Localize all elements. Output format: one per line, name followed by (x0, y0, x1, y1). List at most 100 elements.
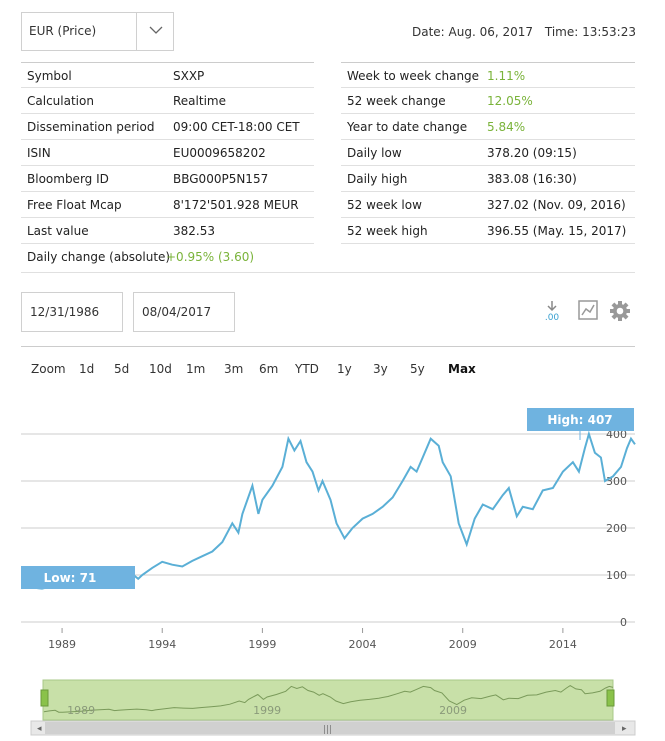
navigator-tick-label: 1999 (253, 704, 281, 717)
row-value: 1.11% (487, 69, 526, 83)
row-key: Free Float Mcap (27, 198, 122, 212)
row-key: Daily high (347, 172, 408, 186)
zoom-label: Zoom (31, 362, 66, 376)
table-row: 52 week low 327.02 (Nov. 09, 2016) (341, 192, 635, 218)
row-value: BBG000P5N157 (173, 172, 269, 186)
zoom-bar: Zoom 1d 5d 10d 1m 3m 6m YTD 1y 3y 5y Max (31, 362, 476, 376)
y-tick-label: 200 (606, 522, 627, 535)
row-value: Realtime (173, 94, 226, 108)
zoom-option-5d[interactable]: 5d (114, 362, 129, 376)
scrollbar-thumb[interactable] (45, 722, 615, 734)
table-row: Dissemination period 09:00 CET-18:00 CET (21, 114, 314, 140)
row-value: +0.95% (3.60) (166, 250, 255, 264)
scroll-grip-icon: ||| (323, 725, 332, 735)
zoom-option-ytd[interactable]: YTD (294, 362, 319, 376)
currency-select[interactable]: EUR (Price) (21, 12, 174, 51)
scroll-right-icon[interactable]: ▸ (622, 724, 627, 734)
zoom-option-max[interactable]: Max (448, 362, 476, 376)
zoom-option-3y[interactable]: 3y (373, 362, 388, 376)
navigator-tick-label: 2009 (439, 704, 467, 717)
divider (21, 272, 635, 273)
y-tick-label: 0 (620, 616, 627, 629)
high-flag: High: 407 (527, 408, 634, 440)
zoom-option-1y[interactable]: 1y (337, 362, 352, 376)
chart-icon[interactable] (578, 300, 598, 320)
table-row: Week to week change 1.11% (341, 62, 635, 88)
table-row: Daily high 383.08 (16:30) (341, 166, 635, 192)
table-row: ISIN EU0009658202 (21, 140, 314, 166)
row-key: Symbol (27, 69, 72, 83)
download-icon[interactable]: .00 (542, 300, 562, 322)
row-key: 52 week low (347, 198, 422, 212)
zoom-option-5y[interactable]: 5y (410, 362, 425, 376)
row-key: Bloomberg ID (27, 172, 109, 186)
chevron-down-icon[interactable] (148, 22, 164, 38)
x-tick-label: 2014 (549, 638, 577, 651)
x-tick-label: 2009 (449, 638, 477, 651)
navigator-x-axis: 1989 1999 2009 (67, 704, 467, 717)
row-key: Daily change (absolute) (27, 250, 171, 264)
price-chart: 0 100 200 300 400 1989 1994 1999 2004 2009 2014 H… (21, 408, 636, 651)
chart-top-divider (21, 346, 635, 347)
table-row: Calculation Realtime (21, 88, 314, 114)
row-value: 382.53 (173, 224, 215, 238)
zoom-option-10d[interactable]: 10d (149, 362, 172, 376)
table-row: 52 week change 12.05% (341, 88, 635, 114)
zoom-option-6m[interactable]: 6m (259, 362, 278, 376)
x-tick-label: 2004 (349, 638, 377, 651)
currency-select-value: EUR (Price) (29, 24, 97, 38)
time-label: Time: 13:53:23 (544, 25, 636, 39)
table-row: Bloomberg ID BBG000P5N157 (21, 166, 314, 192)
row-key: ISIN (27, 146, 51, 160)
y-tick-label: 400 (606, 428, 627, 441)
zoom-option-3m[interactable]: 3m (224, 362, 243, 376)
from-date-input[interactable]: 12/31/1986 (21, 292, 123, 332)
gear-icon[interactable] (609, 300, 631, 322)
row-key: Last value (27, 224, 89, 238)
row-value: 8'172'501.928 MEUR (173, 198, 299, 212)
row-value: 396.55 (May. 15, 2017) (487, 224, 627, 238)
navigator-tick-label: 1989 (67, 704, 95, 717)
row-key: 52 week change (347, 94, 446, 108)
row-value: 5.84% (487, 120, 526, 134)
y-tick-label: 300 (606, 475, 627, 488)
table-row: Symbol SXXP (21, 62, 314, 88)
zoom-option-1d[interactable]: 1d (79, 362, 94, 376)
info-table-right: Week to week change 1.11% 52 week change 1… (341, 62, 635, 244)
row-key: 52 week high (347, 224, 428, 238)
row-key: Calculation (27, 94, 94, 108)
zoom-option-1m[interactable]: 1m (186, 362, 205, 376)
row-key: Week to week change (347, 69, 480, 83)
row-value: SXXP (173, 69, 205, 83)
y-tick-label: 100 (606, 569, 627, 582)
scroll-left-icon[interactable]: ◂ (37, 724, 42, 734)
row-value: 09:00 CET-18:00 CET (173, 120, 300, 134)
navigator[interactable]: 1989 1999 2009 ◂ ▸ ||| (0, 676, 665, 741)
navigator-left-handle[interactable] (40, 689, 49, 707)
x-tick-label: 1989 (48, 638, 76, 651)
select-divider (136, 13, 137, 50)
table-row: Daily low 378.20 (09:15) (341, 140, 635, 166)
row-key: Year to date change (347, 120, 468, 134)
row-key: Dissemination period (27, 120, 155, 134)
navigator-right-handle[interactable] (606, 689, 615, 707)
to-date-input[interactable]: 08/04/2017 (133, 292, 235, 332)
row-value: 383.08 (16:30) (487, 172, 577, 186)
datetime: Date: Aug. 06, 2017 Time: 13:53:23 (404, 25, 636, 39)
navigator-line (43, 685, 614, 713)
x-tick-label: 1994 (148, 638, 176, 651)
chart-grid (21, 433, 635, 623)
table-row: Last value 382.53 (21, 218, 314, 244)
info-table-left: Symbol SXXP Calculation Realtime Dissemina… (21, 62, 314, 270)
x-tick-label: 1999 (248, 638, 276, 651)
row-value: 378.20 (09:15) (487, 146, 577, 160)
low-flag: Low: 71 (21, 566, 135, 589)
row-key: Daily low (347, 146, 402, 160)
table-row: 52 week high 396.55 (May. 15, 2017) (341, 218, 635, 244)
row-value: 327.02 (Nov. 09, 2016) (487, 198, 626, 212)
table-row: Year to date change 5.84% (341, 114, 635, 140)
x-axis: 1989 1994 1999 2004 2009 2014 (48, 628, 577, 651)
navigator-range[interactable] (42, 679, 614, 721)
low-flag-label: Low: 71 (44, 571, 97, 585)
row-value: 12.05% (487, 94, 533, 108)
